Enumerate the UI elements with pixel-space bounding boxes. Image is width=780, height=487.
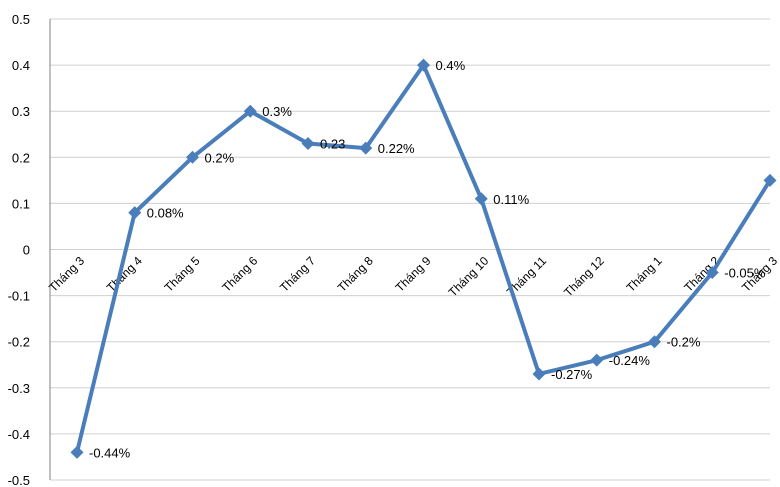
y-tick-label: 0.3: [12, 104, 30, 119]
y-tick-label: -0.1: [8, 289, 30, 304]
y-tick-label: 0: [23, 243, 30, 258]
y-tick-label: -0.4: [8, 427, 30, 442]
x-tick-label: Tháng 12: [561, 253, 607, 299]
x-tick-label: Tháng 10: [446, 253, 492, 299]
data-points: [70, 58, 777, 459]
data-point: [590, 353, 604, 367]
data-label: 0.23: [320, 136, 345, 151]
x-tick-label: Tháng 9: [393, 254, 434, 295]
data-label: 0.2%: [205, 150, 235, 165]
data-label: 0.3%: [262, 104, 292, 119]
y-tick-label: -0.2: [8, 335, 30, 350]
data-label: -0.2%: [667, 335, 701, 350]
y-tick-label: 0.4: [12, 58, 30, 73]
x-tick-label: Tháng 5: [162, 254, 203, 295]
data-label: 0.22%: [378, 141, 415, 156]
data-point: [648, 335, 661, 349]
data-point: [417, 58, 430, 72]
data-point: [359, 141, 373, 155]
x-axis-ticks: Tháng 3 Tháng 4 Tháng 5 Tháng 6 Tháng 7 Tháng…: [46, 253, 780, 299]
data-label: -0.27%: [551, 367, 593, 382]
x-tick-label: Tháng 1: [624, 254, 665, 295]
y-tick-label: -0.3: [8, 381, 30, 396]
data-point: [128, 206, 142, 220]
data-point: [243, 104, 257, 118]
gridlines: [50, 18, 770, 481]
y-tick-label: 0.2: [12, 150, 30, 165]
y-axis-ticks: 0.5 0.4 0.3 0.2 0.1 0 -0.1 -0.2 -0.3 -0.4 -0.5: [8, 12, 30, 487]
data-label: -0.24%: [609, 353, 651, 368]
data-labels: -0.44% 0.08% 0.2% 0.3% 0.23 0.22% 0.4% 0.11% -0.…: [89, 58, 766, 460]
x-tick-label: Tháng 7: [277, 254, 318, 295]
y-tick-label: 0.1: [12, 196, 30, 211]
data-label: 0.11%: [493, 192, 529, 207]
x-tick-label: Tháng 8: [335, 254, 376, 295]
data-point: [532, 367, 546, 381]
data-label: 0.08%: [147, 206, 184, 221]
x-tick-label: Tháng 3: [46, 254, 87, 295]
data-point: [705, 266, 719, 280]
data-label: -0.05%: [724, 266, 766, 281]
data-label: -0.44%: [89, 445, 131, 460]
data-point: [301, 136, 315, 150]
x-tick-label: Tháng 6: [219, 254, 260, 295]
data-label: 0.4%: [436, 58, 466, 73]
y-tick-label: -0.5: [8, 473, 30, 487]
data-point: [763, 173, 777, 187]
y-tick-label: 0.5: [12, 12, 30, 27]
data-point: [186, 150, 199, 164]
data-point: [474, 192, 488, 206]
data-point: [70, 445, 84, 459]
